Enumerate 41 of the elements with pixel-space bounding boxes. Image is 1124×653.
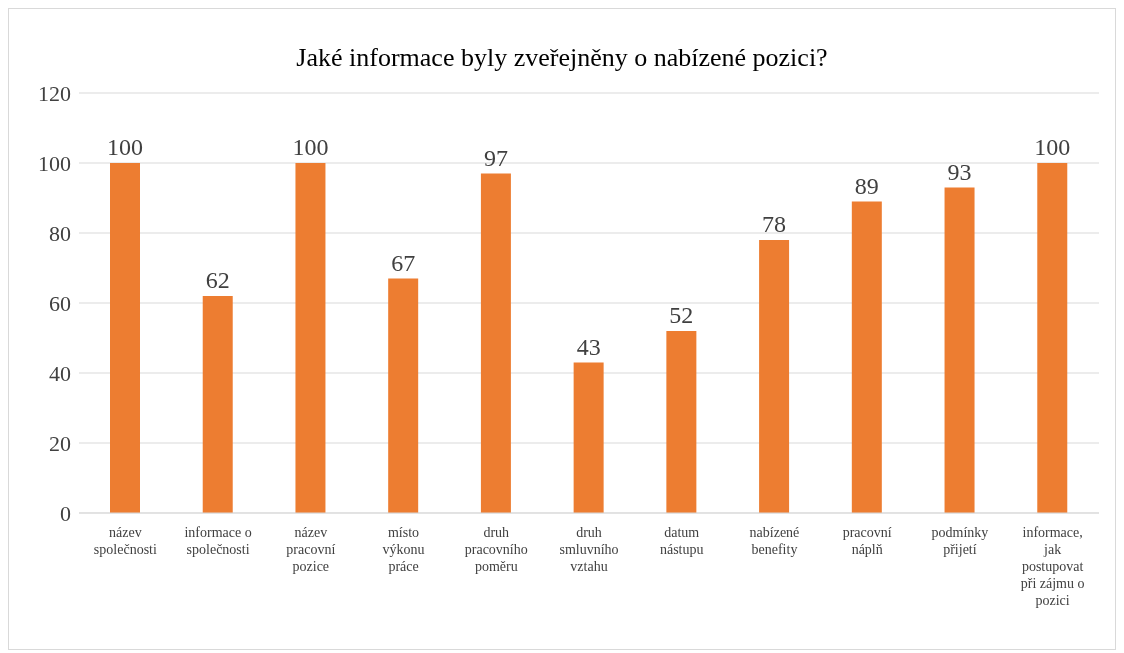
bar — [1037, 163, 1068, 513]
x-tick-label: datum nástupu — [659, 525, 704, 557]
x-tick-label: podmínky přijetí — [931, 525, 989, 557]
data-label: 100 — [107, 134, 143, 160]
x-tick-label: místo výkonu práce — [382, 525, 425, 574]
bar — [759, 240, 790, 513]
data-label: 97 — [483, 144, 508, 171]
bar — [666, 331, 697, 513]
data-label: 100 — [1034, 134, 1071, 160]
data-label: 62 — [205, 267, 230, 293]
x-tick-label: druh pracovního poměru — [464, 525, 528, 574]
x-tick-label: název společnosti — [93, 525, 157, 557]
data-label: 52 — [669, 302, 694, 328]
y-tick-label: 100 — [38, 150, 71, 176]
bar — [851, 201, 882, 513]
y-tick-label: 40 — [49, 360, 71, 386]
y-tick-label: 120 — [38, 80, 71, 106]
x-tick-label: nabízené benefity — [749, 525, 800, 557]
data-label: 78 — [762, 211, 787, 237]
chart-title: Jaké informace byly zveřejněny o nabízené pozici? — [296, 43, 828, 72]
data-label: 100 — [292, 134, 329, 160]
bar — [110, 163, 140, 513]
y-tick-label: 60 — [49, 290, 71, 316]
bar — [944, 187, 975, 513]
x-tick-label: název pracovní pozice — [286, 525, 336, 574]
x-tick-label: pracovní náplň — [842, 525, 892, 557]
data-label: 89 — [854, 172, 879, 199]
data-label: 93 — [947, 158, 972, 185]
x-tick-label: informace o společnosti — [184, 525, 252, 557]
y-tick-label: 80 — [49, 220, 71, 246]
bar — [388, 278, 419, 513]
bar — [480, 173, 511, 513]
bar — [202, 296, 233, 513]
data-label: 43 — [576, 333, 601, 360]
x-tick-label: informace, jak postupovat při zájmu o pozici — [1020, 525, 1085, 608]
bar — [295, 163, 326, 513]
y-tick-label: 20 — [49, 430, 71, 456]
bar — [573, 362, 604, 513]
data-label: 67 — [391, 249, 416, 276]
x-tick-label: druh smluvního vztahu — [559, 525, 619, 574]
y-tick-label: 0 — [60, 500, 71, 526]
